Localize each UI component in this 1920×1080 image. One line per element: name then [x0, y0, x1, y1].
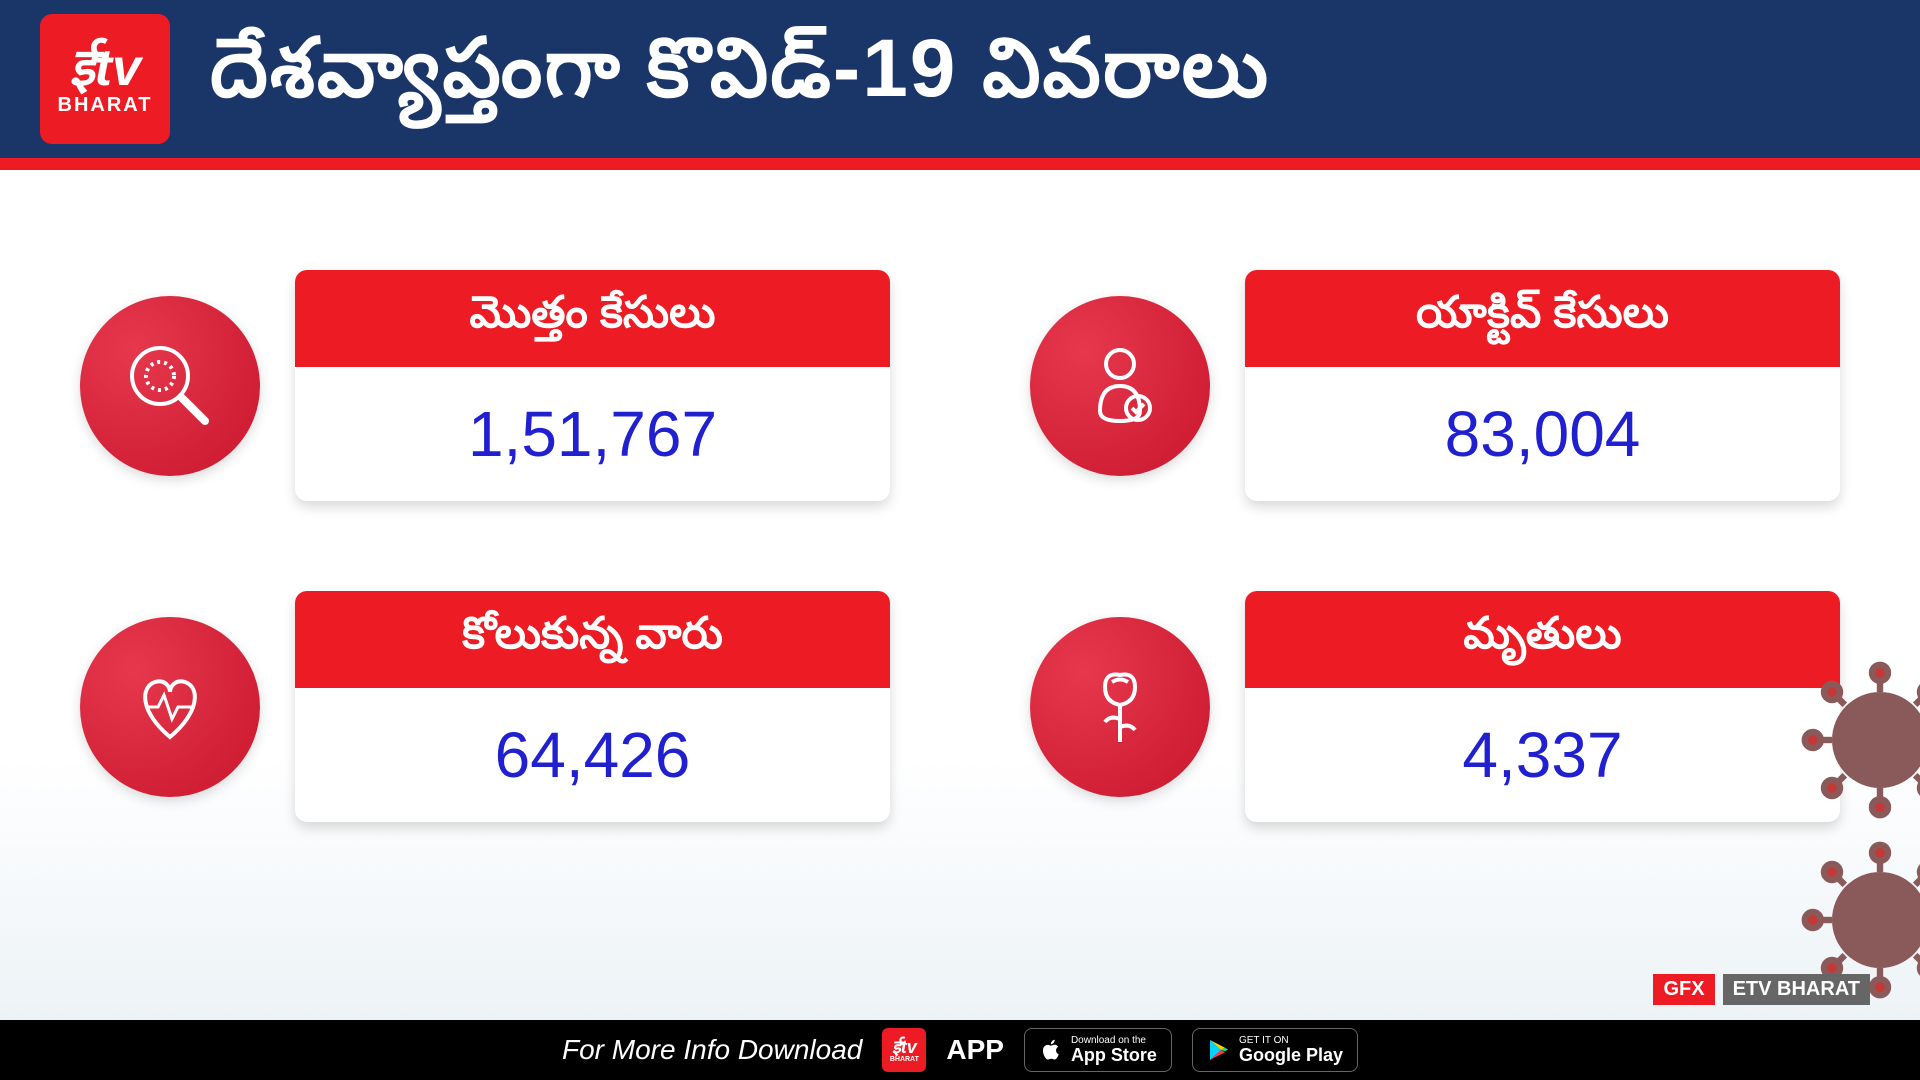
appstore-big-text: App Store	[1071, 1046, 1157, 1066]
appstore-text: Download on the App Store	[1071, 1035, 1157, 1066]
stat-box: మొత్తం కేసులు 1,51,767	[295, 270, 890, 501]
footer-logo-sub: BHARAT	[890, 1056, 919, 1063]
virus-decoration-icon	[1800, 660, 1920, 820]
stat-label: యాక్టివ్ కేసులు	[1245, 270, 1840, 367]
playstore-small-text: GET IT ON	[1239, 1035, 1343, 1046]
page-title: దేశవ్యాప్తంగా కొవిడ్-19 వివరాలు	[210, 22, 1270, 136]
stat-value: 1,51,767	[295, 367, 890, 501]
playstore-text: GET IT ON Google Play	[1239, 1035, 1343, 1066]
google-play-icon	[1207, 1038, 1231, 1062]
stat-total-cases: మొత్తం కేసులు 1,51,767	[80, 270, 890, 501]
playstore-big-text: Google Play	[1239, 1046, 1343, 1066]
footer-logo-main: ईtv	[892, 1038, 917, 1056]
heart-pulse-icon	[80, 617, 260, 797]
app-label: APP	[946, 1034, 1004, 1066]
stat-box: మృతులు 4,337	[1245, 591, 1840, 822]
footer-download-text: For More Info Download	[562, 1034, 862, 1066]
appstore-button[interactable]: Download on the App Store	[1024, 1028, 1172, 1073]
stat-active-cases: యాక్టివ్ కేసులు 83,004	[1030, 270, 1840, 501]
stats-grid: మొత్తం కేసులు 1,51,767 యాక్టివ్ కేసులు 8…	[0, 170, 1920, 882]
playstore-button[interactable]: GET IT ON Google Play	[1192, 1028, 1358, 1073]
rose-icon	[1030, 617, 1210, 797]
stat-label: కోలుకున్న వారు	[295, 591, 890, 688]
footer-logo: ईtv BHARAT	[882, 1028, 926, 1072]
footer-bar: For More Info Download ईtv BHARAT APP Do…	[0, 1020, 1920, 1080]
brand-logo: ईtv BHARAT	[40, 14, 170, 144]
stat-recovered: కోలుకున్న వారు 64,426	[80, 591, 890, 822]
gfx-label: GFX	[1653, 974, 1714, 1005]
magnifier-virus-icon	[80, 296, 260, 476]
gfx-brand: ETV BHARAT	[1723, 974, 1870, 1005]
person-check-icon	[1030, 296, 1210, 476]
appstore-small-text: Download on the	[1071, 1035, 1157, 1046]
logo-main-text: ईtv	[69, 42, 141, 94]
gfx-credit-badge: GFX ETV BHARAT	[1653, 974, 1870, 1005]
stat-value: 4,337	[1245, 688, 1840, 822]
stat-box: కోలుకున్న వారు 64,426	[295, 591, 890, 822]
stat-label: మృతులు	[1245, 591, 1840, 688]
stat-label: మొత్తం కేసులు	[295, 270, 890, 367]
stat-box: యాక్టివ్ కేసులు 83,004	[1245, 270, 1840, 501]
apple-icon	[1039, 1038, 1063, 1062]
stat-deaths: మృతులు 4,337	[1030, 591, 1840, 822]
logo-sub-text: BHARAT	[58, 94, 153, 117]
stat-value: 83,004	[1245, 367, 1840, 501]
stat-value: 64,426	[295, 688, 890, 822]
header-bar: ईtv BHARAT దేశవ్యాప్తంగా కొవిడ్-19 వివరా…	[0, 0, 1920, 170]
